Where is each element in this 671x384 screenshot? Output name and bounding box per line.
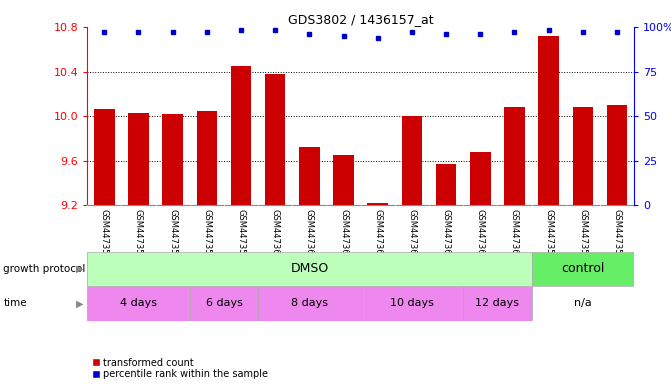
Text: GSM447352: GSM447352 [544, 209, 553, 260]
Bar [299, 147, 319, 205]
Text: ▶: ▶ [76, 298, 84, 308]
Text: 6 days: 6 days [205, 298, 242, 308]
Bar [128, 113, 149, 205]
Bar [333, 155, 354, 205]
Text: GSM447360: GSM447360 [270, 209, 280, 260]
Bar [368, 203, 388, 205]
Text: GSM447358: GSM447358 [203, 209, 211, 260]
Text: 8 days: 8 days [291, 298, 328, 308]
Text: GSM447357: GSM447357 [168, 209, 177, 260]
Text: GSM447361: GSM447361 [305, 209, 314, 260]
Text: GSM447366: GSM447366 [476, 209, 484, 260]
Bar [436, 164, 456, 205]
Text: GSM447367: GSM447367 [510, 209, 519, 260]
Bar [361, 286, 463, 321]
Bar [572, 107, 593, 205]
Bar [258, 286, 360, 321]
Text: growth protocol: growth protocol [3, 264, 86, 274]
Bar [190, 286, 258, 321]
Text: 4 days: 4 days [120, 298, 157, 308]
Text: DMSO: DMSO [291, 262, 329, 275]
Bar [538, 36, 559, 205]
Text: GSM447359: GSM447359 [237, 209, 246, 260]
Text: GSM447363: GSM447363 [373, 209, 382, 260]
Bar [531, 252, 634, 286]
Text: time: time [3, 298, 27, 308]
Text: GSM447364: GSM447364 [407, 209, 417, 260]
Bar [607, 105, 627, 205]
Text: control: control [561, 262, 605, 275]
Bar [162, 114, 183, 205]
Text: GSM447354: GSM447354 [613, 209, 621, 260]
Bar [402, 116, 422, 205]
Bar [531, 286, 634, 321]
Bar [470, 152, 491, 205]
Bar [231, 66, 251, 205]
Title: GDS3802 / 1436157_at: GDS3802 / 1436157_at [288, 13, 433, 26]
Bar [87, 252, 531, 286]
Bar [197, 111, 217, 205]
Text: ▶: ▶ [76, 264, 84, 274]
Text: GSM447365: GSM447365 [442, 209, 451, 260]
Bar [94, 109, 115, 205]
Bar [265, 74, 285, 205]
Bar [463, 286, 531, 321]
Text: GSM447355: GSM447355 [100, 209, 109, 260]
Text: GSM447362: GSM447362 [339, 209, 348, 260]
Text: GSM447356: GSM447356 [134, 209, 143, 260]
Text: 12 days: 12 days [475, 298, 519, 308]
Text: n/a: n/a [574, 298, 592, 308]
Bar [87, 286, 190, 321]
Text: 10 days: 10 days [390, 298, 434, 308]
Text: GSM447353: GSM447353 [578, 209, 587, 260]
Legend: transformed count, percentile rank within the sample: transformed count, percentile rank withi… [92, 358, 268, 379]
Bar [504, 107, 525, 205]
